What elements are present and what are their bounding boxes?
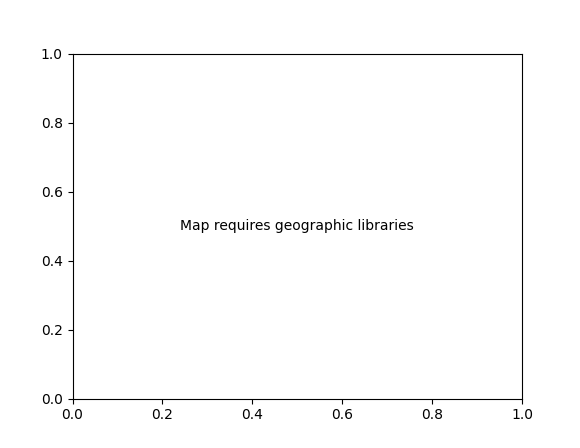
Text: Map requires geographic libraries: Map requires geographic libraries (180, 219, 414, 233)
